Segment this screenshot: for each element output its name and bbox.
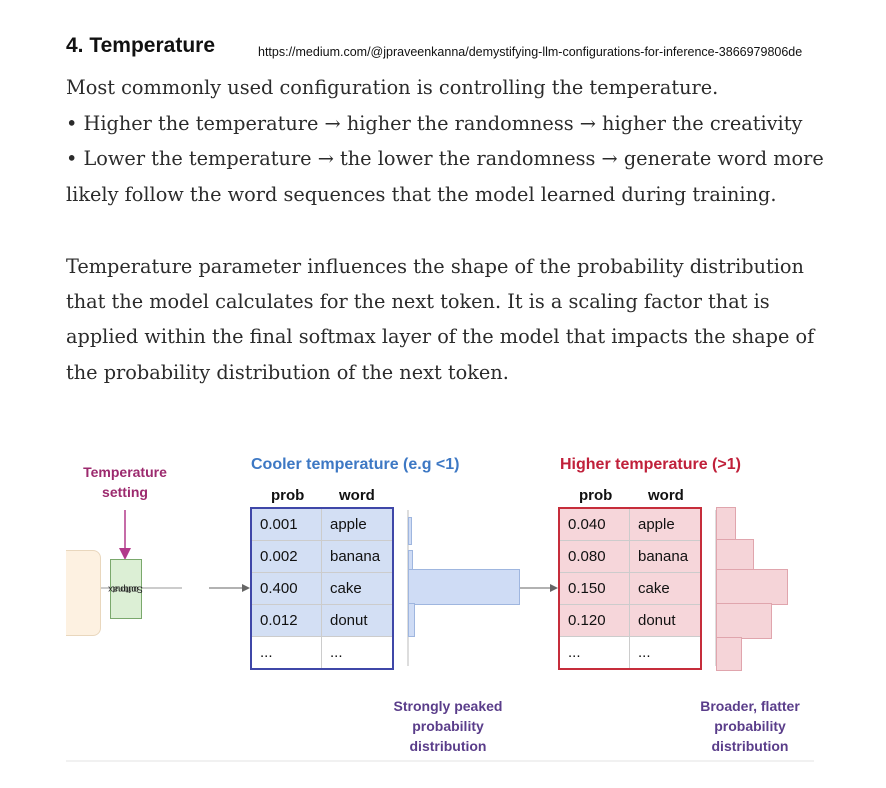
intro-line-1: Most commonly used configuration is cont… — [66, 76, 719, 99]
table-row: 0.040 apple — [559, 508, 701, 541]
cool-prob-column-header: prob — [271, 487, 305, 504]
hot-bar-cake — [716, 569, 788, 605]
table-row: 0.002 banana — [251, 540, 393, 573]
cooler-temperature-header: Cooler temperature (e.g <1) — [251, 456, 460, 473]
source-url[interactable]: https://medium.com/@jpraveenkanna/demyst… — [258, 45, 803, 59]
temperature-figure: Softmax output Temperature setting Cooler… — [66, 438, 814, 762]
hot-prob-column-header: prob — [579, 487, 613, 504]
hot-bar-rest — [716, 637, 742, 671]
section-heading: 4. Temperature — [66, 34, 215, 57]
cool-bar-donut — [408, 603, 415, 637]
cool-bar-apple — [408, 517, 412, 545]
higher-probability-table: 0.040 apple 0.080 banana 0.150 cake 0.120 do… — [558, 507, 702, 670]
paragraph-line-2: that the model calculates for the next t… — [66, 290, 770, 313]
table-row: 0.150 cake — [559, 572, 701, 605]
hot-bar-banana — [716, 539, 754, 571]
table-row: 0.012 donut — [251, 604, 393, 637]
hot-bar-apple — [716, 507, 736, 541]
table-row: ...... — [559, 636, 701, 669]
higher-temperature-header: Higher temperature (>1) — [560, 456, 741, 473]
input-block — [66, 550, 101, 636]
intro-line-3: • Lower the temperature → the lower the … — [66, 147, 824, 170]
table-row: ...... — [251, 636, 393, 669]
paragraph-line-3: applied within the final softmax layer o… — [66, 325, 815, 348]
temperature-setting-label: Temperature setting — [83, 464, 167, 500]
cool-bar-cake — [408, 569, 520, 605]
paragraph-line-1: Temperature parameter influences the sha… — [66, 255, 804, 278]
table-row: 0.120 donut — [559, 604, 701, 637]
table-row: 0.080 banana — [559, 540, 701, 573]
cooler-probability-table: 0.001 apple 0.002 banana 0.400 cake 0.012 do… — [250, 507, 394, 670]
hot-bar-donut — [716, 603, 772, 639]
paragraph-line-4: the probability distribution of the next… — [66, 361, 509, 384]
cool-word-column-header: word — [339, 487, 375, 504]
table-row: 0.001 apple — [251, 508, 393, 541]
flatter-annotation: Broader, flatter probability distributio… — [700, 698, 800, 754]
softmax-output-box: Softmax output — [109, 559, 143, 619]
table-row: 0.400 cake — [251, 572, 393, 605]
intro-line-4: likely follow the word sequences that th… — [66, 183, 777, 206]
peaked-annotation: Strongly peaked probability distribution — [393, 698, 503, 754]
intro-line-2: • Higher the temperature → higher the ra… — [66, 112, 803, 135]
hot-word-column-header: word — [648, 487, 684, 504]
